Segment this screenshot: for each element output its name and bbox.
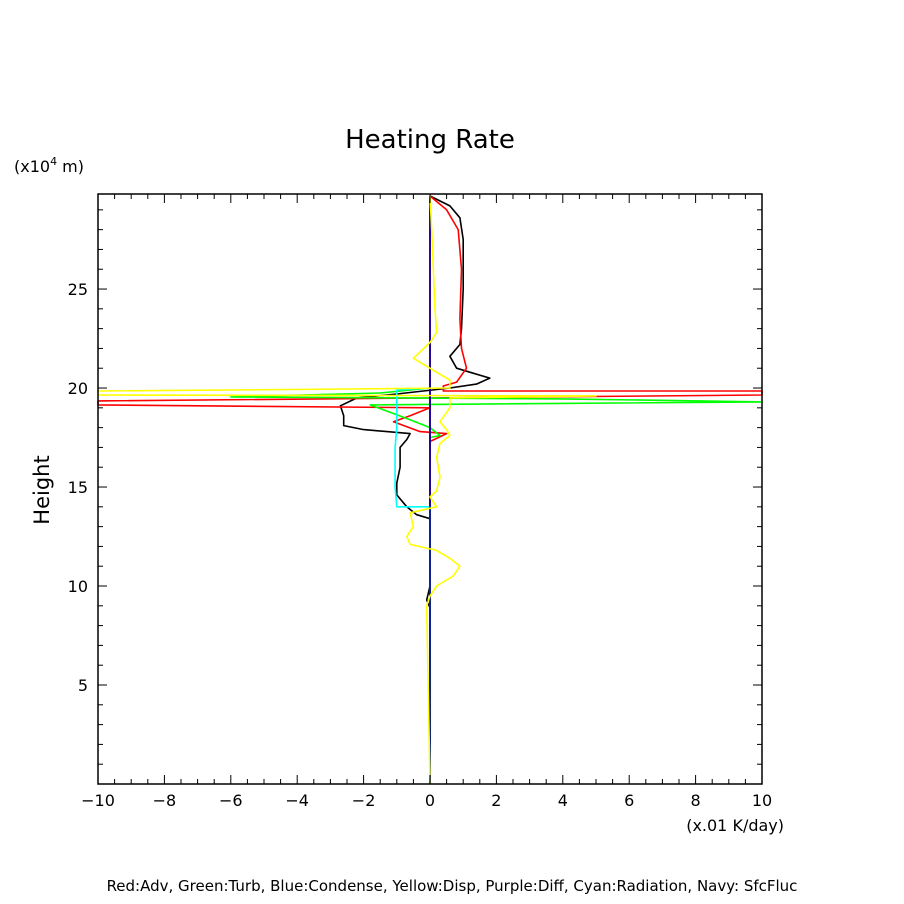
series-layer (97, 195, 763, 785)
tick-layer: −10 −8 −6 −4 −2 0 2 4 6 8 10 5 10 15 20 25 (68, 194, 772, 810)
y-axis-label: Height (30, 455, 54, 524)
y-tick-label: 20 (68, 379, 88, 398)
series-line-2 (230, 387, 763, 784)
x-tick-label: 8 (691, 791, 701, 810)
x-tick-label: −8 (153, 791, 177, 810)
series-line-0 (339, 195, 491, 784)
x-tick-label: −10 (81, 791, 115, 810)
y-unit-prefix: (x10 (14, 157, 50, 176)
footer-legend: Red:Adv, Green:Turb, Blue:Condense, Yell… (107, 877, 798, 895)
x-tick-label: 6 (624, 791, 634, 810)
y-unit-label: (x104 m) (14, 155, 84, 176)
x-tick-label: 2 (491, 791, 501, 810)
x-tick-label: −2 (352, 791, 376, 810)
x-unit-label: (x.01 K/day) (686, 816, 784, 835)
series-line-5 (394, 387, 431, 784)
x-tick-label: 4 (558, 791, 568, 810)
y-unit-suffix: m) (57, 157, 84, 176)
y-tick-label: 15 (68, 478, 88, 497)
y-unit-exponent: 4 (50, 155, 57, 168)
plot-frame (97, 193, 763, 785)
y-tick-label: 25 (68, 280, 88, 299)
x-tick-label: −6 (219, 791, 243, 810)
y-tick-label: 10 (68, 577, 88, 596)
y-tick-label: 5 (78, 676, 88, 695)
x-tick-label: −4 (285, 791, 309, 810)
chart-title: Heating Rate (345, 125, 515, 155)
x-tick-label: 10 (752, 791, 772, 810)
x-tick-label: 0 (425, 791, 435, 810)
series-line-7 (97, 195, 597, 785)
